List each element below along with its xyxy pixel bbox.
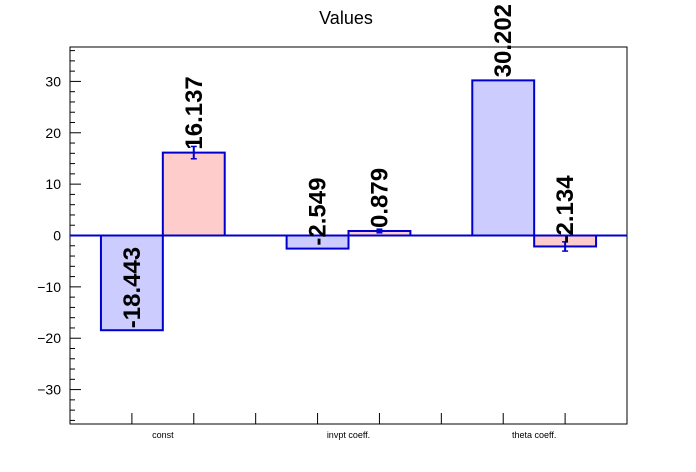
y-axis: −30 −20 −10 0 10 20 30	[37, 50, 81, 421]
x-category-label: const	[152, 430, 174, 440]
y-tick-label: 10	[45, 176, 61, 192]
data-label: -2.549	[305, 178, 332, 246]
y-tick-label: −20	[37, 330, 61, 346]
data-labels: -18.443 -2.549 30.202 16.137 0.879 -2.134	[119, 4, 579, 328]
y-tick-label: −10	[37, 279, 61, 295]
y-tick-label: −30	[37, 382, 61, 398]
data-label: 30.202	[490, 4, 517, 77]
x-category-label: theta coeff.	[512, 430, 556, 440]
data-label: 16.137	[181, 76, 208, 149]
y-tick-label: 30	[45, 73, 61, 89]
data-label: 0.879	[366, 168, 393, 228]
y-tick-label: 20	[45, 125, 61, 141]
chart-title: Values	[319, 8, 373, 28]
x-axis: const invpt coeff. theta coeff.	[131, 413, 566, 440]
bar	[161, 151, 226, 237]
bar	[99, 234, 164, 332]
data-label: -18.443	[119, 247, 146, 328]
data-label: -2.134	[552, 175, 579, 244]
y-tick-label: 0	[53, 228, 61, 244]
bar	[471, 79, 536, 237]
x-category-label: invpt coeff.	[327, 430, 370, 440]
bars	[99, 79, 598, 332]
